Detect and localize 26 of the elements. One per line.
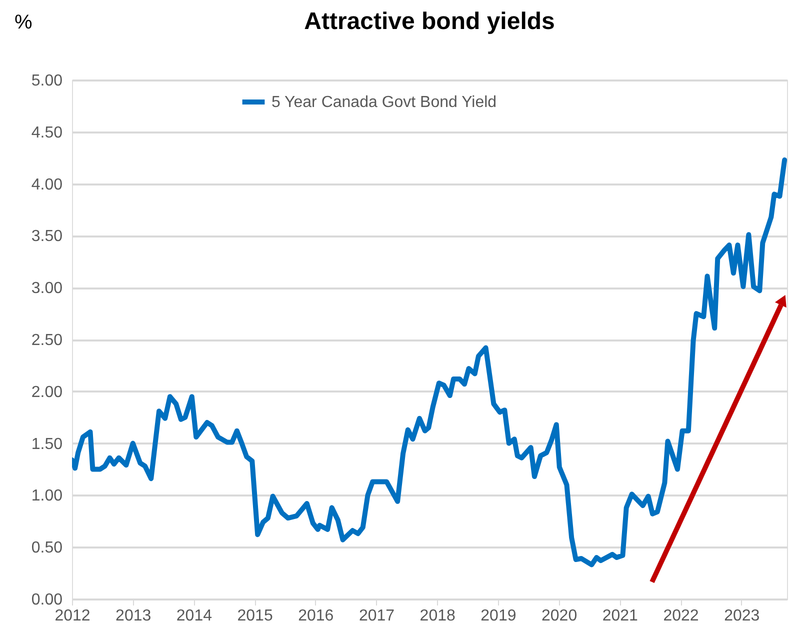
x-tick-label: 2023 [724, 608, 760, 624]
x-tick-label: 2022 [663, 608, 699, 624]
x-tick-label: 2021 [602, 608, 638, 624]
y-tick-label: 4.00 [31, 176, 63, 194]
x-tick-label: 2016 [298, 608, 334, 624]
x-tick-label: 2015 [237, 608, 273, 624]
x-tick-label: 2019 [480, 608, 516, 624]
x-tick-label: 2020 [542, 608, 578, 624]
x-tick-label: 2014 [176, 608, 212, 624]
y-tick-label: 4.50 [31, 124, 63, 142]
y-axis-title: % [14, 12, 32, 34]
y-tick-label: 2.50 [31, 332, 63, 349]
y-tick-label: 1.00 [31, 488, 63, 505]
y-tick-label: 5.00 [31, 72, 63, 90]
y-tick-label: 2.00 [31, 384, 63, 401]
x-tick-label: 2017 [358, 608, 395, 624]
x-tick-label: 2012 [54, 608, 90, 624]
legend-label: 5 Year Canada Govt Bond Yield [272, 94, 497, 111]
x-tick-label: 2018 [420, 608, 456, 624]
y-tick-label: 0.50 [31, 540, 63, 557]
y-tick-label: 3.00 [31, 280, 63, 298]
x-tick-label: 2013 [116, 608, 152, 624]
y-tick-label: 0.00 [31, 592, 63, 608]
y-tick-label: 3.50 [31, 228, 63, 246]
y-tick-label: 1.50 [31, 436, 63, 453]
chart-title: Attractive bond yields [304, 8, 555, 35]
